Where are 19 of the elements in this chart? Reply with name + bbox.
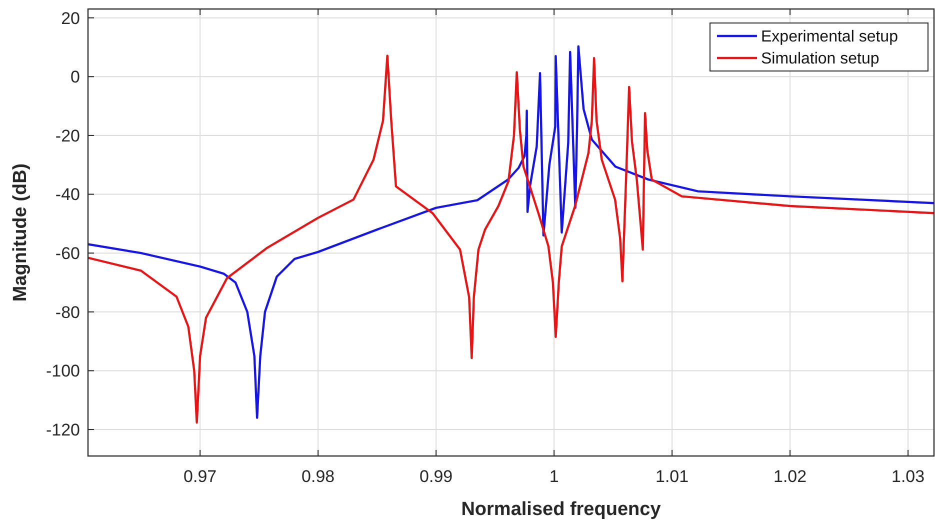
y-tick-label: -100 [46, 362, 80, 381]
y-tick-label: -20 [55, 126, 80, 146]
y-tick-label: -80 [55, 302, 80, 322]
x-tick-label: 1.01 [656, 467, 689, 486]
y-tick-label: 20 [61, 8, 80, 28]
y-tick-label: 0 [70, 68, 80, 87]
x-tick-label: 1.03 [891, 467, 925, 486]
y-axis-title: Magnitude (dB) [10, 163, 31, 302]
y-tick-label: -120 [46, 420, 80, 440]
x-tick-label: 0.97 [184, 467, 217, 486]
x-tick-label: 1 [549, 467, 559, 486]
x-tick-label: 1.02 [774, 467, 807, 486]
x-tick-label: 0.98 [302, 467, 335, 486]
legend-label: Simulation setup [761, 50, 880, 68]
y-tick-label: -60 [55, 244, 80, 264]
legend-label: Experimental setup [761, 28, 898, 46]
x-tick-label: 0.99 [420, 467, 453, 486]
y-tick-label: -40 [55, 185, 80, 204]
x-axis-title: Normalised frequency [461, 499, 662, 520]
